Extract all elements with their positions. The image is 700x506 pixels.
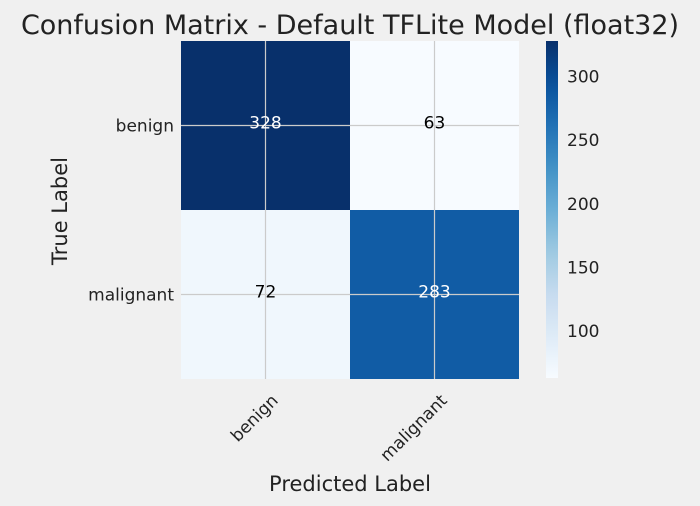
colorbar-tick-label: 100 [567, 322, 599, 342]
y-tick-label: malignant [88, 286, 174, 306]
colorbar-tick-label: 150 [567, 258, 599, 278]
heatmap-plot-area [181, 41, 519, 379]
y-axis-label: True Label [48, 157, 72, 266]
colorbar-tick-label: 250 [567, 131, 599, 151]
heatmap-gridlines [181, 41, 519, 379]
y-axis-ticks: benign malignant [88, 117, 174, 306]
colorbar-scale [546, 41, 558, 378]
heatmap-cell-labels: 328 63 72 283 [249, 114, 450, 303]
colorbar-tick-label: 200 [567, 195, 599, 215]
colorbar: 100 150 200 250 300 [546, 41, 599, 378]
cell-value-label: 328 [249, 114, 281, 134]
cell-value-label: 283 [418, 283, 450, 303]
cell-value-label: 63 [424, 114, 446, 134]
cell-value-label: 72 [255, 283, 277, 303]
chart-title: Confusion Matrix - Default TFLite Model … [21, 10, 679, 41]
y-tick-label: benign [116, 117, 174, 137]
x-axis-label: Predicted Label [269, 472, 431, 496]
colorbar-tick-label: 300 [567, 68, 599, 88]
